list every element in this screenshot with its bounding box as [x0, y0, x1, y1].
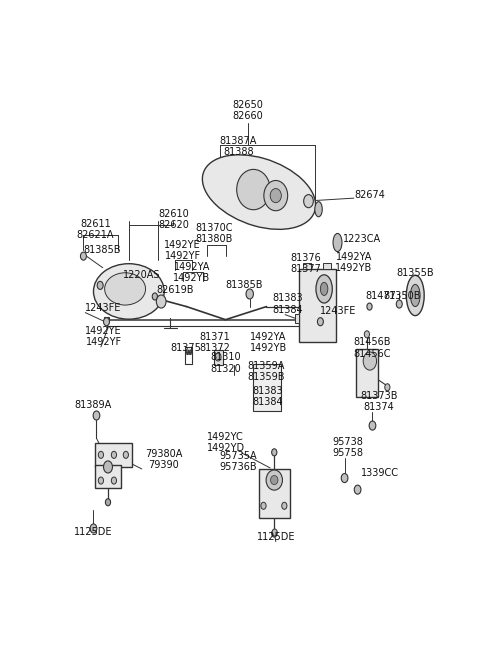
- Ellipse shape: [215, 353, 221, 361]
- Text: 82610
82620: 82610 82620: [158, 209, 189, 230]
- Ellipse shape: [321, 282, 328, 295]
- Bar: [252, 364, 281, 411]
- Ellipse shape: [81, 252, 86, 260]
- Text: 81383
81384: 81383 81384: [252, 386, 283, 407]
- Text: 81385B: 81385B: [84, 245, 121, 255]
- Text: 81371
81372: 81371 81372: [199, 332, 230, 354]
- Text: 1223CA: 1223CA: [343, 234, 381, 244]
- Text: 1243FE: 1243FE: [321, 306, 357, 316]
- Text: 81385B: 81385B: [226, 280, 263, 290]
- Ellipse shape: [93, 411, 100, 420]
- Text: 79380A
79390: 79380A 79390: [145, 449, 182, 470]
- Ellipse shape: [106, 498, 110, 506]
- Ellipse shape: [237, 170, 270, 210]
- Ellipse shape: [94, 264, 164, 319]
- Ellipse shape: [123, 451, 129, 458]
- Ellipse shape: [104, 318, 109, 326]
- Ellipse shape: [364, 331, 370, 338]
- Ellipse shape: [111, 451, 117, 458]
- Text: 81370C
81380B: 81370C 81380B: [195, 223, 232, 244]
- Text: 81387A
81388: 81387A 81388: [220, 136, 257, 157]
- Ellipse shape: [261, 502, 266, 510]
- Text: 1492YC
1492YD: 1492YC 1492YD: [206, 432, 245, 453]
- Bar: [299, 269, 336, 342]
- Ellipse shape: [315, 202, 322, 217]
- Ellipse shape: [98, 477, 104, 484]
- Ellipse shape: [246, 289, 253, 299]
- Bar: [259, 469, 289, 518]
- Ellipse shape: [203, 155, 316, 229]
- Ellipse shape: [111, 477, 117, 484]
- Ellipse shape: [410, 284, 420, 307]
- Ellipse shape: [354, 485, 361, 494]
- Ellipse shape: [316, 275, 332, 303]
- Ellipse shape: [282, 502, 287, 510]
- Ellipse shape: [98, 451, 104, 458]
- Ellipse shape: [270, 189, 281, 202]
- Text: 82650
82660: 82650 82660: [232, 100, 264, 121]
- Ellipse shape: [266, 470, 282, 490]
- Text: 81373B
81374: 81373B 81374: [360, 391, 398, 413]
- Ellipse shape: [97, 282, 103, 290]
- Bar: [96, 466, 120, 488]
- Text: 82674: 82674: [354, 190, 385, 200]
- Bar: [356, 349, 378, 398]
- Text: 81389A: 81389A: [75, 400, 112, 411]
- Text: 1339CC: 1339CC: [360, 468, 398, 478]
- Text: 1492YA
1492YB: 1492YA 1492YB: [250, 332, 287, 354]
- Ellipse shape: [369, 421, 376, 430]
- Ellipse shape: [272, 530, 277, 537]
- Ellipse shape: [272, 529, 277, 536]
- Bar: [302, 263, 311, 269]
- Text: 1220AS: 1220AS: [123, 271, 161, 280]
- Text: 81477: 81477: [365, 291, 396, 301]
- Text: 1492YE
1492YF: 1492YE 1492YF: [85, 326, 122, 347]
- Bar: [214, 350, 223, 365]
- Text: 95738
95758: 95738 95758: [333, 437, 364, 458]
- Ellipse shape: [333, 233, 342, 252]
- Ellipse shape: [264, 181, 288, 211]
- Text: 81359A
81359B: 81359A 81359B: [248, 361, 285, 383]
- Ellipse shape: [407, 275, 424, 316]
- Ellipse shape: [104, 461, 112, 473]
- Ellipse shape: [385, 384, 390, 391]
- Bar: [104, 316, 109, 322]
- Text: 81456B
81456C: 81456B 81456C: [354, 337, 391, 358]
- Ellipse shape: [156, 295, 166, 308]
- Text: 81355B: 81355B: [396, 268, 434, 278]
- Ellipse shape: [341, 474, 348, 483]
- Text: 1125DE: 1125DE: [74, 527, 113, 536]
- Text: 82611
82621A: 82611 82621A: [77, 219, 114, 240]
- Text: 81376
81377: 81376 81377: [290, 253, 322, 274]
- Ellipse shape: [317, 318, 324, 326]
- Ellipse shape: [271, 476, 278, 485]
- Ellipse shape: [90, 524, 97, 533]
- Bar: [295, 314, 299, 323]
- Text: 81310
81320: 81310 81320: [210, 352, 241, 373]
- Ellipse shape: [304, 195, 313, 208]
- Ellipse shape: [152, 293, 157, 300]
- Ellipse shape: [396, 300, 402, 308]
- Text: 81375: 81375: [170, 343, 201, 354]
- Bar: [96, 443, 132, 467]
- Ellipse shape: [363, 352, 377, 370]
- Text: 1243FE: 1243FE: [85, 303, 121, 313]
- Text: 1492YE
1492YF: 1492YE 1492YF: [165, 240, 201, 261]
- Text: 1492YA
1492YB: 1492YA 1492YB: [173, 261, 211, 283]
- Text: 81383
81384: 81383 81384: [272, 293, 303, 314]
- Ellipse shape: [272, 449, 277, 456]
- Bar: [323, 263, 331, 269]
- Text: 95735A
95736B: 95735A 95736B: [220, 451, 257, 472]
- Ellipse shape: [105, 272, 145, 305]
- Text: 82619B: 82619B: [156, 286, 194, 295]
- Ellipse shape: [367, 303, 372, 310]
- Text: 1492YA
1492YB: 1492YA 1492YB: [335, 252, 372, 272]
- Text: 1125DE: 1125DE: [256, 532, 295, 542]
- Text: 81350B: 81350B: [383, 291, 421, 301]
